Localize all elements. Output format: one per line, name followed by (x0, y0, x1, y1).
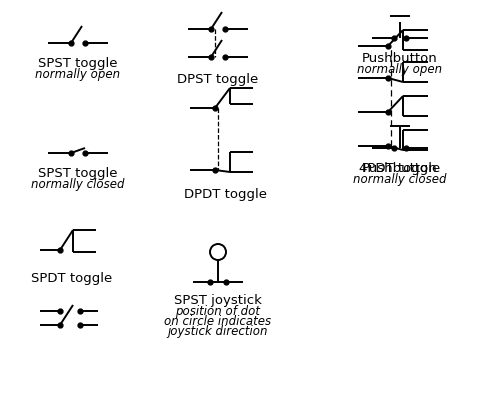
Text: SPST toggle: SPST toggle (38, 167, 118, 180)
Text: DPDT toggle: DPDT toggle (184, 188, 266, 201)
Text: DPST toggle: DPST toggle (177, 73, 259, 86)
Text: Pushbutton: Pushbutton (362, 52, 438, 65)
Text: joystick direction: joystick direction (168, 325, 268, 338)
Text: SPST joystick: SPST joystick (174, 294, 262, 307)
Text: Pushbutton: Pushbutton (362, 162, 438, 175)
Text: position of dot: position of dot (175, 305, 261, 318)
Text: SPST toggle: SPST toggle (38, 57, 118, 70)
Text: SPDT toggle: SPDT toggle (31, 272, 112, 285)
Text: normally closed: normally closed (353, 173, 447, 186)
Text: normally closed: normally closed (31, 178, 125, 191)
Text: 4PDT toggle: 4PDT toggle (359, 162, 441, 175)
Text: normally open: normally open (357, 63, 443, 76)
Text: on circle indicates: on circle indicates (165, 315, 272, 328)
Text: normally open: normally open (36, 68, 121, 81)
